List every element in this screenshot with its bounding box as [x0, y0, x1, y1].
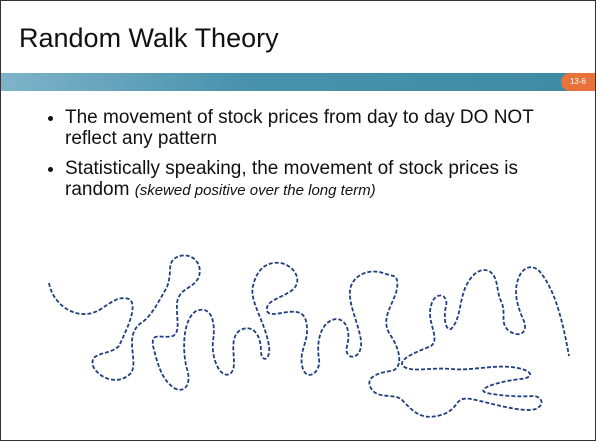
random-walk-doodle	[1, 1, 595, 440]
random-walk-path	[49, 255, 569, 416]
slide: Random Walk Theory 13-6 The movement of …	[0, 0, 596, 441]
